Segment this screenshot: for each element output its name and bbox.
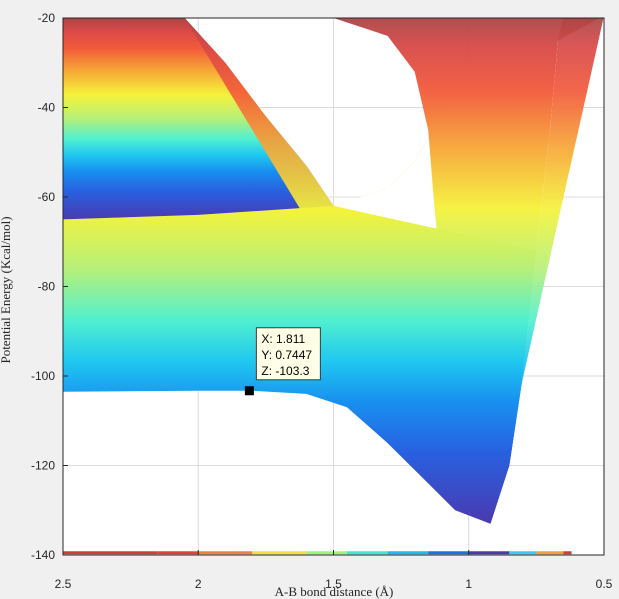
baseline-segment [306, 551, 348, 555]
baseline-segment [468, 551, 510, 555]
x-tick-label: 2.5 [55, 577, 72, 591]
baseline-segment [63, 551, 158, 555]
baseline-segment [536, 551, 564, 555]
y-tick-label: -100 [31, 369, 55, 383]
y-tick-label: -20 [38, 11, 56, 25]
y-tick-label: -120 [31, 459, 55, 473]
x-axis-ticks: 2.5 2 1.5 1 0.5 [55, 550, 613, 591]
surface-left-fan [63, 18, 334, 220]
baseline-segment [387, 551, 429, 555]
y-tick-label: -80 [38, 280, 56, 294]
x-axis-label: A-B bond distance (Å) [275, 584, 394, 599]
y-tick-label: -40 [38, 101, 56, 115]
x-tick-label: 1 [465, 577, 472, 591]
baseline-segment [347, 551, 388, 555]
x-tick-label: 0.5 [596, 577, 613, 591]
baseline-segment [428, 551, 469, 555]
x-tick-label: 1.5 [325, 577, 342, 591]
baseline-segment [563, 551, 572, 555]
surface-right-slope [333, 18, 600, 524]
baseline-segment [157, 551, 199, 555]
x-tick-label: 2 [195, 577, 202, 591]
y-tick-label: -140 [31, 548, 55, 562]
data-tip[interactable]: X: 1.811 Y: 0.7447 Z: -103.3 [244, 327, 321, 396]
energy-surface [63, 18, 604, 524]
data-tip-box [255, 327, 321, 381]
data-tip-line: Z: -103.3 [261, 364, 309, 378]
y-tick-label: -60 [38, 190, 56, 204]
data-tip-marker[interactable] [244, 386, 254, 396]
baseline-segment [509, 551, 537, 555]
surface-baseline [63, 551, 572, 555]
y-axis-ticks: -20 -40 -60 -80 -100 -120 -140 [31, 11, 68, 562]
data-tip-line: Y: 0.7447 [261, 348, 312, 362]
baseline-segment [252, 551, 307, 555]
baseline-segment [198, 551, 253, 555]
data-tip-line: X: 1.811 [261, 332, 305, 346]
y-axis-label: Potential Energy (Kcal/mol) [0, 216, 13, 363]
surface-repulsive-wall [184, 18, 604, 524]
